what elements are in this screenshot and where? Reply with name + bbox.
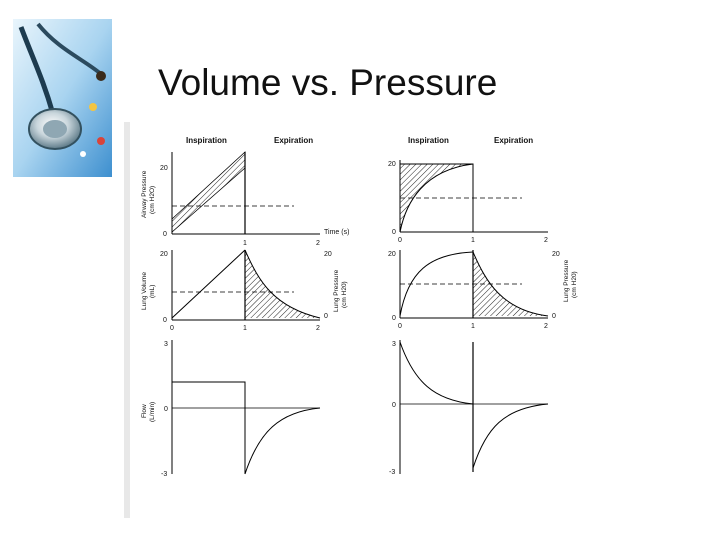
right-ap-xtick-1: 1 bbox=[471, 237, 475, 244]
left-lv-xtick-1: 1 bbox=[243, 325, 247, 332]
left-lp-yunit: (cm H20) bbox=[341, 281, 348, 308]
right-lv-tick-0: 0 bbox=[392, 315, 396, 322]
left-ap-tick-1: 1 bbox=[243, 240, 247, 247]
right-ap-xtick-2: 2 bbox=[544, 237, 548, 244]
right-lv-xtick-0: 0 bbox=[398, 323, 402, 330]
time-axis-label: Time (s) bbox=[324, 229, 349, 236]
left-lv-ylabel: Lung Volume bbox=[141, 272, 148, 310]
stethoscope-logo bbox=[13, 19, 112, 177]
right-airway-pressure-panel: 20 0 0 1 2 bbox=[388, 160, 548, 244]
left-ap-ylabel: Airway Pressure bbox=[141, 170, 148, 218]
ventilation-waveform-figure: Inspiration Expiration 20 0 1 2 Time (s)… bbox=[124, 122, 590, 518]
left-ap-tick-2: 2 bbox=[316, 240, 320, 247]
left-lung-volume-panel: 20 0 0 1 2 20 0 Lung Volume (mL) Lung Pr… bbox=[141, 249, 348, 332]
right-ap-tick-0: 0 bbox=[392, 229, 396, 236]
left-flow-yunit: (L/min) bbox=[149, 402, 156, 422]
left-lv-xtick-2: 2 bbox=[316, 325, 320, 332]
right-flow-tick-minus3: -3 bbox=[389, 469, 395, 476]
left-lp-tick-20: 20 bbox=[324, 251, 332, 258]
left-flow-tick-minus3: -3 bbox=[161, 471, 167, 478]
left-expiration-label: Expiration bbox=[274, 136, 313, 145]
right-lp-ylabel: Lung Pressure bbox=[563, 259, 570, 302]
left-flow-ylabel: Flow bbox=[141, 404, 148, 418]
right-ap-tick-20: 20 bbox=[388, 161, 396, 168]
left-inspiration-label: Inspiration bbox=[186, 136, 227, 145]
scan-edge bbox=[124, 122, 130, 518]
right-lv-tick-20: 20 bbox=[388, 251, 396, 258]
right-lv-xtick-2: 2 bbox=[544, 323, 548, 330]
left-airway-pressure-panel: 20 0 1 2 Time (s) Airway Pressure (cm H2… bbox=[141, 151, 349, 247]
slide-title: Volume vs. Pressure bbox=[158, 62, 498, 103]
left-lv-tick-20: 20 bbox=[160, 251, 168, 258]
right-lv-xtick-1: 1 bbox=[471, 323, 475, 330]
left-lv-yunit: (mL) bbox=[149, 285, 156, 298]
left-flow-tick-0: 0 bbox=[164, 406, 168, 413]
left-lv-xtick-0: 0 bbox=[170, 325, 174, 332]
right-lp-tick-20: 20 bbox=[552, 251, 560, 258]
left-ap-tick-20: 20 bbox=[160, 165, 168, 172]
right-flow-panel: 3 0 -3 bbox=[389, 340, 549, 476]
left-ap-yunit: (cm H2O) bbox=[149, 186, 156, 214]
left-flow-panel: 3 0 -3 Flow (L/min) bbox=[141, 340, 321, 478]
left-lp-ylabel: Lung Pressure bbox=[333, 269, 340, 312]
right-flow-tick-3: 3 bbox=[392, 341, 396, 348]
right-lung-volume-panel: 20 0 0 1 2 20 0 Lung Pressure (cm H20) bbox=[388, 250, 578, 330]
right-ap-xtick-0: 0 bbox=[398, 237, 402, 244]
right-expiration-label: Expiration bbox=[494, 136, 533, 145]
right-inspiration-label: Inspiration bbox=[408, 136, 449, 145]
stethoscope-pills-icon bbox=[13, 19, 112, 177]
right-lp-yunit: (cm H20) bbox=[571, 271, 578, 298]
right-lp-tick-0: 0 bbox=[552, 313, 556, 320]
right-flow-tick-0: 0 bbox=[392, 402, 396, 409]
left-lp-tick-0: 0 bbox=[324, 313, 328, 320]
left-lv-tick-0: 0 bbox=[163, 317, 167, 324]
left-flow-tick-3: 3 bbox=[164, 341, 168, 348]
left-ap-tick-0: 0 bbox=[163, 231, 167, 238]
